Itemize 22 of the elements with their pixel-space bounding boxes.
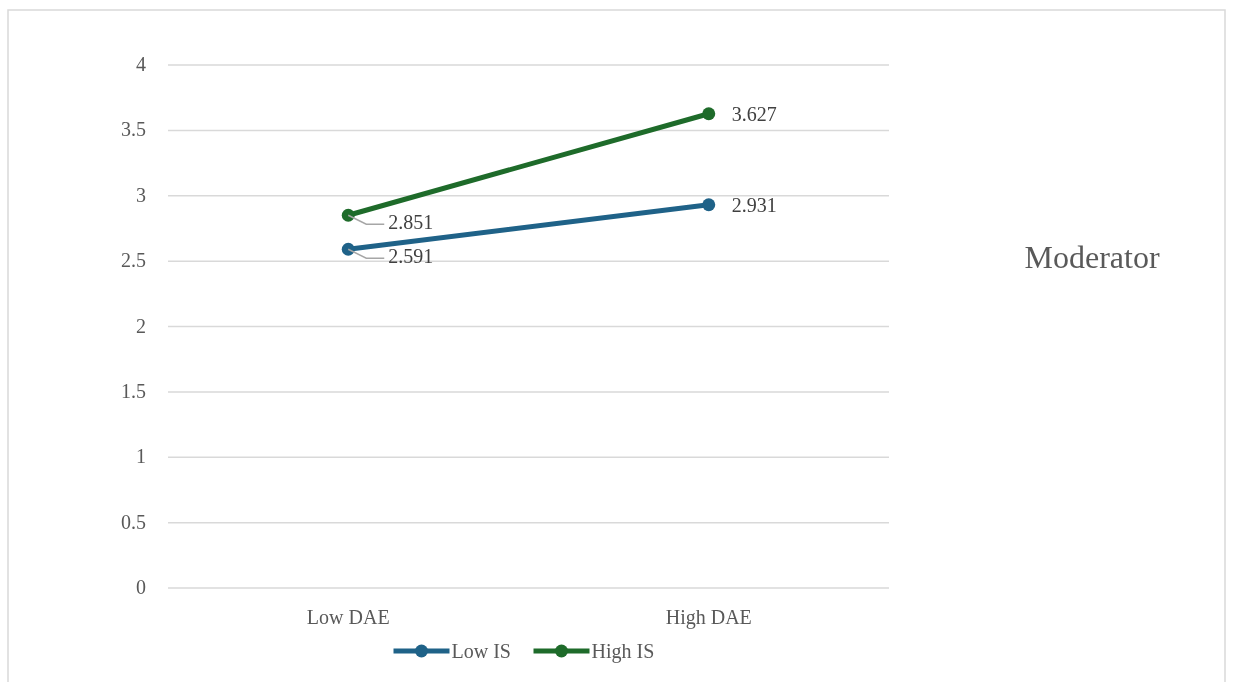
y-tick-label: 2 [136,314,146,337]
y-tick-label: 1.5 [121,379,146,402]
data-label: 2.931 [731,193,777,216]
x-tick-label: High DAE [665,606,752,629]
y-tick-label: 3 [136,183,146,206]
y-tick-label: 0 [136,576,146,598]
y-tick-label: 0.5 [121,510,146,533]
legend-label: High IS [591,640,655,663]
data-label: 2.591 [388,245,434,268]
data-label: 2.851 [388,211,434,234]
y-tick-label: 2.5 [121,249,146,272]
point [702,107,716,121]
point [341,242,355,256]
y-tick-label: 1 [136,445,146,468]
data-label: 3.627 [731,102,777,125]
y-tick-label: 3.5 [121,118,146,141]
point [341,208,355,222]
legend-label: Low IS [451,640,511,662]
y-tick-label: 4 [136,53,146,75]
x-tick-label: Low DAE [306,606,390,628]
point [702,198,716,212]
text: Moderator [1024,239,1160,275]
